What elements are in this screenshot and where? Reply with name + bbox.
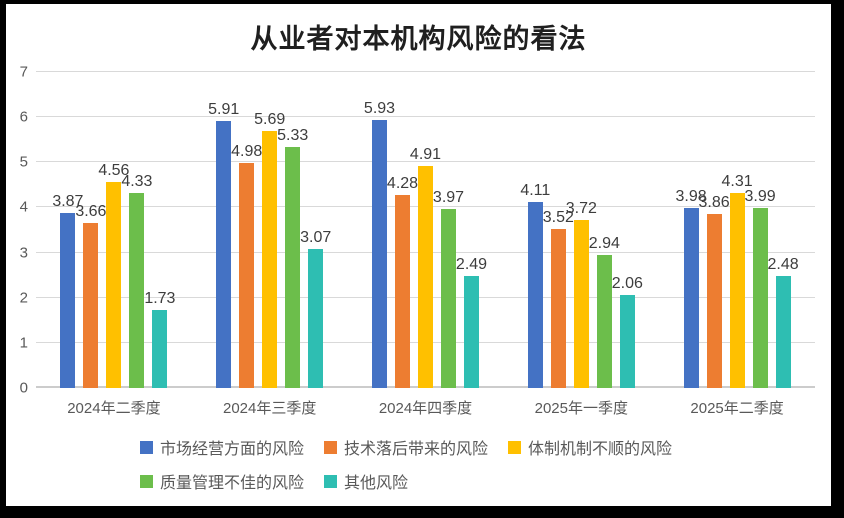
gridline-y6 [36, 116, 815, 118]
bar-series4-cat2 [464, 275, 479, 388]
bar-series2-cat1 [262, 131, 278, 388]
bar-value-series2-cat3: 3.72 [565, 200, 597, 218]
bar-series1-cat2 [395, 194, 410, 388]
bar-value-series0-cat4: 3.98 [675, 188, 707, 206]
y-axis: 0 1 2 3 4 5 6 7 [6, 65, 32, 396]
bar-series0-cat4 [683, 208, 699, 388]
bar-value-series0-cat2: 5.93 [363, 100, 396, 118]
y-tick-label-0: 0 [19, 379, 28, 397]
bar-value-series1-cat3: 3.52 [542, 209, 574, 227]
bar-series3-cat3 [596, 255, 612, 388]
legend-item-4: 其他风险 [324, 469, 408, 493]
bar-series1-cat3 [550, 229, 566, 388]
y-tick-label-4: 4 [19, 198, 28, 216]
legend-swatch-1 [324, 440, 338, 454]
bar-value-series1-cat2: 4.28 [386, 174, 419, 192]
bar-series4-cat3 [619, 295, 635, 388]
bar-series0-cat0 [60, 213, 76, 388]
legend-item-2: 体制机制不顺的风险 [508, 435, 672, 459]
y-tick-label-5: 5 [19, 153, 28, 171]
x-tick-label-1: 2024年三季度 [223, 400, 317, 417]
bar-value-series0-cat3: 4.11 [520, 182, 551, 200]
bar-value-series3-cat1: 5.33 [277, 127, 309, 145]
bar-value-series0-cat1: 5.91 [208, 101, 240, 119]
bar-value-series0-cat0: 3.87 [52, 193, 84, 211]
bar-series4-cat0 [152, 309, 168, 388]
bar-value-series4-cat0: 1.73 [144, 289, 176, 307]
legend-label-2: 体制机制不顺的风险 [528, 441, 673, 458]
y-tick-label-1: 1 [19, 334, 28, 352]
bar-value-series4-cat2: 2.49 [455, 255, 488, 273]
x-tick-label-0: 2024年二季度 [67, 400, 161, 417]
legend-swatch-0 [140, 440, 153, 454]
x-tick-label-3: 2025年一季度 [534, 400, 628, 417]
y-tick-label-6: 6 [19, 108, 28, 126]
y-tick-label-2: 2 [19, 289, 28, 307]
bar-value-series3-cat4: 3.99 [744, 187, 776, 205]
gridline-y7 [36, 71, 815, 72]
bar-series3-cat1 [285, 147, 301, 388]
chart-title: 从业者对本机构风险的看法 [250, 24, 587, 55]
bar-series2-cat4 [729, 193, 745, 388]
x-tick-label-4: 2025年二季度 [690, 400, 784, 417]
bar-value-series3-cat3: 2.94 [588, 235, 620, 253]
legend-item-1: 技术落后带来的风险 [324, 435, 488, 459]
bar-series1-cat4 [706, 213, 722, 388]
gridline-y5 [36, 161, 815, 163]
bar-value-series1-cat1: 4.98 [231, 143, 263, 161]
bar-series0-cat1 [216, 121, 232, 388]
legend-label-0: 市场经营方面的风险 [160, 441, 305, 458]
bar-value-series4-cat4: 2.48 [767, 256, 799, 274]
bar-series2-cat2 [418, 166, 433, 388]
y-tick-label-3: 3 [19, 244, 28, 262]
bar-series4-cat4 [775, 276, 791, 388]
bar-series3-cat0 [129, 192, 145, 388]
legend-label-4: 其他风险 [344, 475, 409, 492]
bar-series2-cat3 [573, 220, 589, 388]
x-tick-label-2: 2024年四季度 [378, 400, 473, 417]
bar-value-series3-cat2: 3.97 [432, 188, 465, 206]
legend-swatch-4 [324, 474, 338, 488]
legend-swatch-2 [508, 440, 522, 454]
bar-value-series1-cat4: 3.86 [698, 193, 730, 211]
bar-value-series2-cat4: 4.31 [721, 173, 753, 191]
legend-swatch-3 [140, 474, 153, 488]
bar-value-series4-cat3: 2.06 [611, 275, 643, 293]
plot-area: 3.87 3.66 4.56 4.33 1.73 5.91 4.98 5.69 5.33 3.07… [36, 71, 815, 388]
x-axis: 2024年二季度 2024年三季度 2024年四季度 2025年一季度 2025年二季度 [36, 397, 815, 419]
legend-row-0: 市场经营方面的风险 技术落后带来的风险 体制机制不顺的风险 [140, 435, 672, 459]
y-tick-label-7: 7 [19, 63, 28, 81]
bar-value-series1-cat0: 3.66 [75, 202, 107, 220]
bar-series2-cat0 [106, 182, 122, 388]
bar-series0-cat2 [372, 120, 387, 388]
legend: 市场经营方面的风险 技术落后带来的风险 体制机制不顺的风险质量管理不佳的风险 其他风险 [140, 435, 672, 493]
bar-value-series2-cat0: 4.56 [98, 162, 130, 180]
legend-item-3: 质量管理不佳的风险 [140, 469, 304, 493]
bar-value-series3-cat0: 4.33 [121, 172, 153, 190]
bar-value-series2-cat2: 4.91 [409, 146, 442, 164]
bar-series0-cat3 [527, 202, 543, 388]
legend-row-1: 质量管理不佳的风险 其他风险 [140, 469, 672, 493]
legend-label-1: 技术落后带来的风险 [344, 441, 489, 458]
bar-series1-cat0 [83, 222, 99, 388]
bar-value-series4-cat1: 3.07 [300, 229, 332, 247]
bar-series3-cat4 [752, 207, 768, 388]
bar-series4-cat1 [308, 249, 324, 388]
bar-value-series2-cat1: 5.69 [254, 111, 286, 129]
bar-series1-cat1 [239, 163, 255, 388]
bar-chart: 从业者对本机构风险的看法 0 1 2 3 4 5 6 7 3.87 3.66 4.56 4.33 1.… [6, 4, 831, 506]
bar-series3-cat2 [441, 208, 456, 388]
legend-item-0: 市场经营方面的风险 [140, 435, 304, 459]
legend-label-3: 质量管理不佳的风险 [160, 475, 305, 492]
